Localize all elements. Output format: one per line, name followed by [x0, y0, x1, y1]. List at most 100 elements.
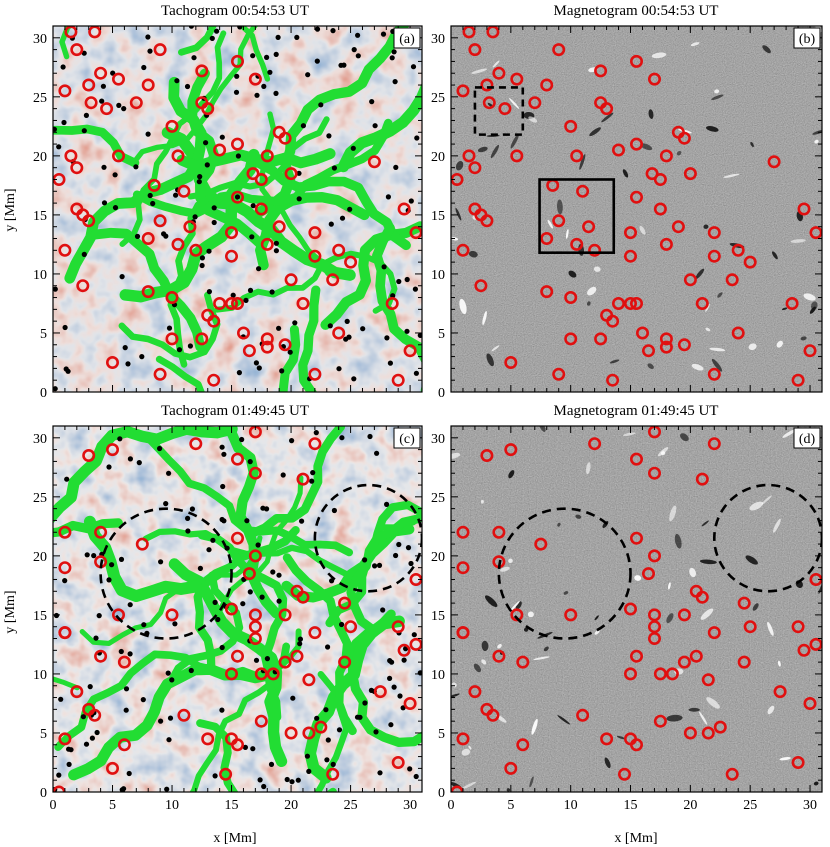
y-tick-label: 15: [431, 609, 445, 624]
flux-element: [515, 601, 522, 610]
x-tick-label: 25: [743, 798, 757, 813]
flux-element: [533, 656, 550, 661]
flow-dot: [53, 386, 58, 392]
flux-element: [556, 199, 563, 215]
panel-d-label-box: [793, 427, 821, 449]
feature-ring: [731, 326, 745, 340]
flow-dot: [230, 292, 236, 298]
flow-dot: [118, 648, 124, 655]
feature-ring: [70, 685, 84, 699]
feature-ring: [677, 655, 691, 669]
flux-element: [568, 270, 577, 278]
flow-dot: [362, 557, 368, 563]
flow-dot: [109, 562, 115, 568]
flow-dot: [141, 64, 147, 71]
feature-ring: [671, 220, 685, 234]
feature-ring: [308, 437, 322, 451]
flow-dot: [330, 28, 336, 34]
flow-dot: [304, 753, 310, 759]
y-tick-label: 0: [40, 786, 47, 801]
feature-ring: [641, 567, 655, 581]
flow-dot: [254, 92, 260, 98]
feature-ring: [260, 340, 274, 354]
flow-dot: [60, 64, 66, 70]
feature-ring: [594, 64, 608, 78]
x-tick-label: 15: [624, 798, 638, 813]
feature-ring: [314, 720, 328, 734]
feature-ring: [290, 649, 304, 663]
feature-ring: [480, 78, 494, 92]
flow-dot: [417, 332, 422, 338]
flow-dot: [385, 194, 391, 200]
flow-dot: [84, 552, 90, 558]
flow-dot: [219, 134, 225, 140]
feature-ring: [611, 296, 625, 310]
feature-ring: [248, 466, 262, 480]
flow-dot: [362, 700, 368, 706]
flow-dot: [289, 438, 295, 444]
panel-b-frame: [450, 25, 823, 393]
flux-element: [711, 94, 724, 101]
flux-element: [481, 640, 489, 652]
flow-dot: [127, 602, 133, 608]
feature-rings: [53, 26, 422, 387]
flow-dot: [341, 62, 347, 68]
flow-dot: [336, 727, 343, 733]
flux-element: [485, 595, 498, 608]
flow-dot: [410, 64, 417, 70]
feature-ring: [58, 525, 72, 539]
feature-ring: [623, 602, 637, 616]
flow-dot: [325, 737, 331, 743]
flow-dot: [373, 729, 379, 735]
y-tick-label: 10: [431, 668, 445, 683]
panel-d-label: (d): [799, 432, 816, 447]
flow-dot: [309, 478, 315, 484]
flow-dots: [53, 430, 422, 792]
panel-c-ticks: [52, 425, 423, 793]
flow-dot: [351, 376, 357, 382]
feature-ring: [117, 655, 131, 669]
y-tick-label: 10: [33, 668, 47, 683]
flux-element: [527, 611, 534, 618]
flow-dot: [393, 552, 399, 559]
feature-ring: [296, 472, 310, 486]
flow-dot: [141, 622, 147, 628]
feature-ring: [629, 54, 643, 68]
flow-dot: [257, 777, 263, 783]
feature-ring: [82, 214, 96, 228]
feature-ring: [516, 655, 530, 669]
feature-rings: [53, 426, 422, 792]
feature-ring: [456, 525, 470, 539]
network-lane: [214, 475, 304, 620]
feature-ring: [797, 643, 811, 657]
flow-dot: [235, 153, 241, 159]
network-lane: [168, 558, 288, 767]
flow-dot: [264, 656, 270, 662]
feature-ring: [260, 149, 274, 163]
feature-ring: [731, 243, 745, 257]
flow-dot: [145, 131, 151, 137]
feature-ring: [629, 738, 643, 752]
flow-dot: [330, 761, 336, 768]
flux-element: [587, 286, 597, 296]
panel-d-plot: [451, 426, 822, 792]
flow-dot: [396, 278, 402, 285]
flow-dot: [119, 274, 125, 280]
feature-ring: [468, 43, 482, 57]
feature-ring: [242, 567, 256, 581]
feature-ring: [284, 167, 298, 181]
flow-dot: [275, 34, 281, 41]
flux-element: [703, 224, 709, 229]
flow-dot: [139, 354, 145, 360]
feature-ring: [611, 143, 625, 157]
y-tick-label: 15: [33, 209, 47, 224]
network-lane: [187, 116, 330, 200]
feature-ring: [308, 226, 322, 240]
panel-b-label: (b): [799, 32, 816, 47]
feature-ring: [695, 296, 709, 310]
flow-dot: [314, 715, 320, 721]
flow-dot: [380, 31, 387, 37]
feature-ring: [58, 732, 72, 746]
feature-ring: [248, 608, 262, 622]
feature-ring: [713, 720, 727, 734]
